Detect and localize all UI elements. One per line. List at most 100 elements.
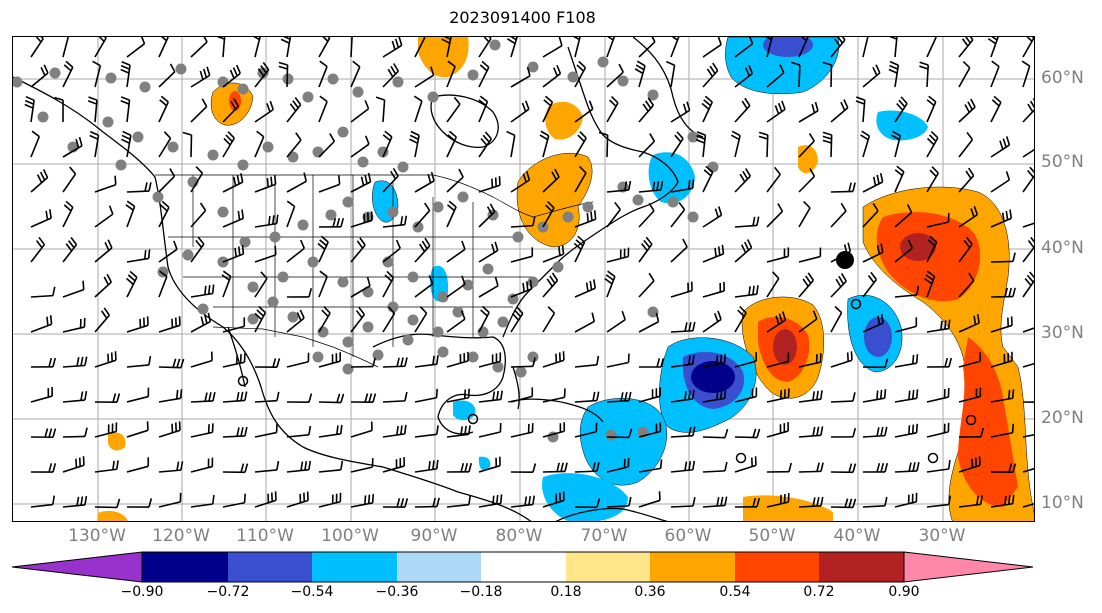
station-marker bbox=[167, 141, 179, 153]
wind-barb-feather bbox=[802, 278, 809, 287]
wind-barb-feather bbox=[634, 68, 644, 75]
wind-barb-feather bbox=[558, 37, 563, 46]
wind-barb-feather bbox=[596, 355, 600, 365]
wind-barb-feather bbox=[791, 61, 801, 66]
wind-barb-feather bbox=[991, 99, 1000, 107]
wind-barb-feather bbox=[645, 100, 652, 109]
wind-barb-feather bbox=[852, 427, 857, 438]
colorbar-tick-9: 0.72 bbox=[803, 584, 835, 600]
wind-barb-feather bbox=[52, 428, 57, 438]
wind-barb-feather bbox=[532, 357, 536, 367]
wind-barb-feather bbox=[1026, 274, 1034, 283]
wind-barb-feather bbox=[392, 167, 399, 177]
wind-barb-feather bbox=[44, 428, 49, 438]
wind-barb bbox=[766, 360, 789, 368]
wind-barb-feather bbox=[598, 131, 608, 136]
station-marker bbox=[337, 126, 349, 138]
lon-label-80w: 80°W bbox=[495, 526, 543, 546]
wind-barb-feather bbox=[788, 462, 792, 472]
warm-region-labrador bbox=[798, 145, 818, 174]
wind-barb-feather bbox=[80, 496, 84, 506]
wind-barb-feather bbox=[692, 426, 696, 436]
wind-barb-feather bbox=[660, 358, 665, 368]
wind-barb-feather bbox=[781, 311, 787, 321]
cold-region-labrador-sea bbox=[725, 37, 840, 95]
station-marker bbox=[362, 286, 374, 298]
wind-barb-feather bbox=[355, 310, 363, 319]
wind-barb-feather bbox=[682, 238, 688, 248]
wind-barb-feather bbox=[269, 100, 274, 110]
colorbar-tick-4: −0.36 bbox=[375, 584, 419, 600]
wind-barb bbox=[798, 207, 811, 228]
wind-barb-feather bbox=[104, 241, 110, 251]
wind-barb-feather bbox=[320, 235, 329, 243]
wind-barb-feather bbox=[494, 241, 499, 251]
wind-barb-feather bbox=[40, 37, 44, 40]
wind-barb-feather bbox=[656, 358, 661, 368]
wind-barb bbox=[670, 246, 688, 263]
wind-barb-feather bbox=[745, 67, 750, 77]
wind-barb-feather bbox=[618, 63, 624, 73]
wind-barb-feather bbox=[294, 97, 302, 106]
wind-barb bbox=[926, 221, 949, 228]
wind-barb bbox=[1022, 502, 1034, 508]
wind-barb bbox=[862, 37, 869, 58]
wind-barb-feather bbox=[116, 498, 121, 508]
wind-barb-feather bbox=[884, 426, 888, 436]
wind-barb-feather bbox=[240, 427, 244, 437]
wind-barb bbox=[446, 66, 456, 88]
wind-barb-feather bbox=[276, 358, 281, 368]
wind-barb bbox=[126, 465, 149, 473]
wind-barb-feather bbox=[436, 355, 439, 365]
wind-barb-feather bbox=[556, 462, 560, 472]
wind-barb-feather bbox=[241, 209, 245, 219]
station-marker bbox=[237, 159, 249, 171]
wind-barb-feather bbox=[703, 169, 712, 177]
wind-barb-feather bbox=[532, 495, 536, 505]
warm-region-great-lakes bbox=[516, 153, 593, 248]
station-marker bbox=[489, 39, 501, 51]
wind-barb-feather bbox=[266, 178, 269, 188]
wind-barb-feather bbox=[756, 497, 761, 508]
wind-barb bbox=[254, 136, 265, 158]
wind-barb-feather bbox=[276, 391, 280, 401]
wind-barb-feather bbox=[973, 205, 979, 216]
wind-barb-feather bbox=[907, 239, 913, 249]
wind-barb-feather bbox=[45, 210, 49, 220]
wind-barb-feather bbox=[398, 37, 403, 46]
wind-barb-feather bbox=[506, 130, 516, 137]
wind-barb-feather bbox=[63, 64, 72, 72]
wind-barb bbox=[318, 101, 328, 123]
wind-barb-feather bbox=[820, 496, 824, 506]
wind-barb-feather bbox=[980, 427, 985, 437]
wind-barb-feather bbox=[49, 315, 53, 325]
warm-region-north bbox=[418, 37, 469, 78]
wind-barb-feather bbox=[172, 358, 177, 368]
station-markers bbox=[13, 39, 719, 443]
colorbar-segment bbox=[481, 552, 566, 582]
wind-barb-feather bbox=[68, 240, 75, 249]
colorbar-segment bbox=[397, 552, 481, 582]
wind-barb-feather bbox=[308, 288, 313, 298]
wind-barb-feather bbox=[384, 130, 393, 138]
cold-deep-subtropical-atlantic bbox=[691, 361, 735, 393]
wind-barb-feather bbox=[337, 175, 341, 185]
wind-barb-feather bbox=[676, 131, 684, 140]
wind-barb-feather bbox=[112, 393, 117, 403]
wind-barb-feather bbox=[721, 244, 725, 254]
wind-barb bbox=[638, 140, 655, 158]
wind-barb-feather bbox=[724, 428, 729, 438]
wind-barb bbox=[414, 210, 431, 228]
wind-barb-feather bbox=[642, 103, 649, 112]
wind-barb-feather bbox=[656, 181, 660, 191]
wind-barb-feather bbox=[1004, 495, 1007, 505]
wind-barb-feather bbox=[120, 100, 130, 105]
wind-barb-feather bbox=[299, 239, 306, 249]
wind-barb-feather bbox=[253, 37, 260, 41]
wind-barb-feather bbox=[404, 357, 408, 367]
station-marker bbox=[507, 293, 519, 305]
wind-barb-feather bbox=[543, 99, 552, 107]
wind-barb-feather bbox=[592, 462, 596, 472]
wind-barb-feather bbox=[1005, 210, 1009, 221]
wind-barb-feather bbox=[590, 211, 593, 221]
